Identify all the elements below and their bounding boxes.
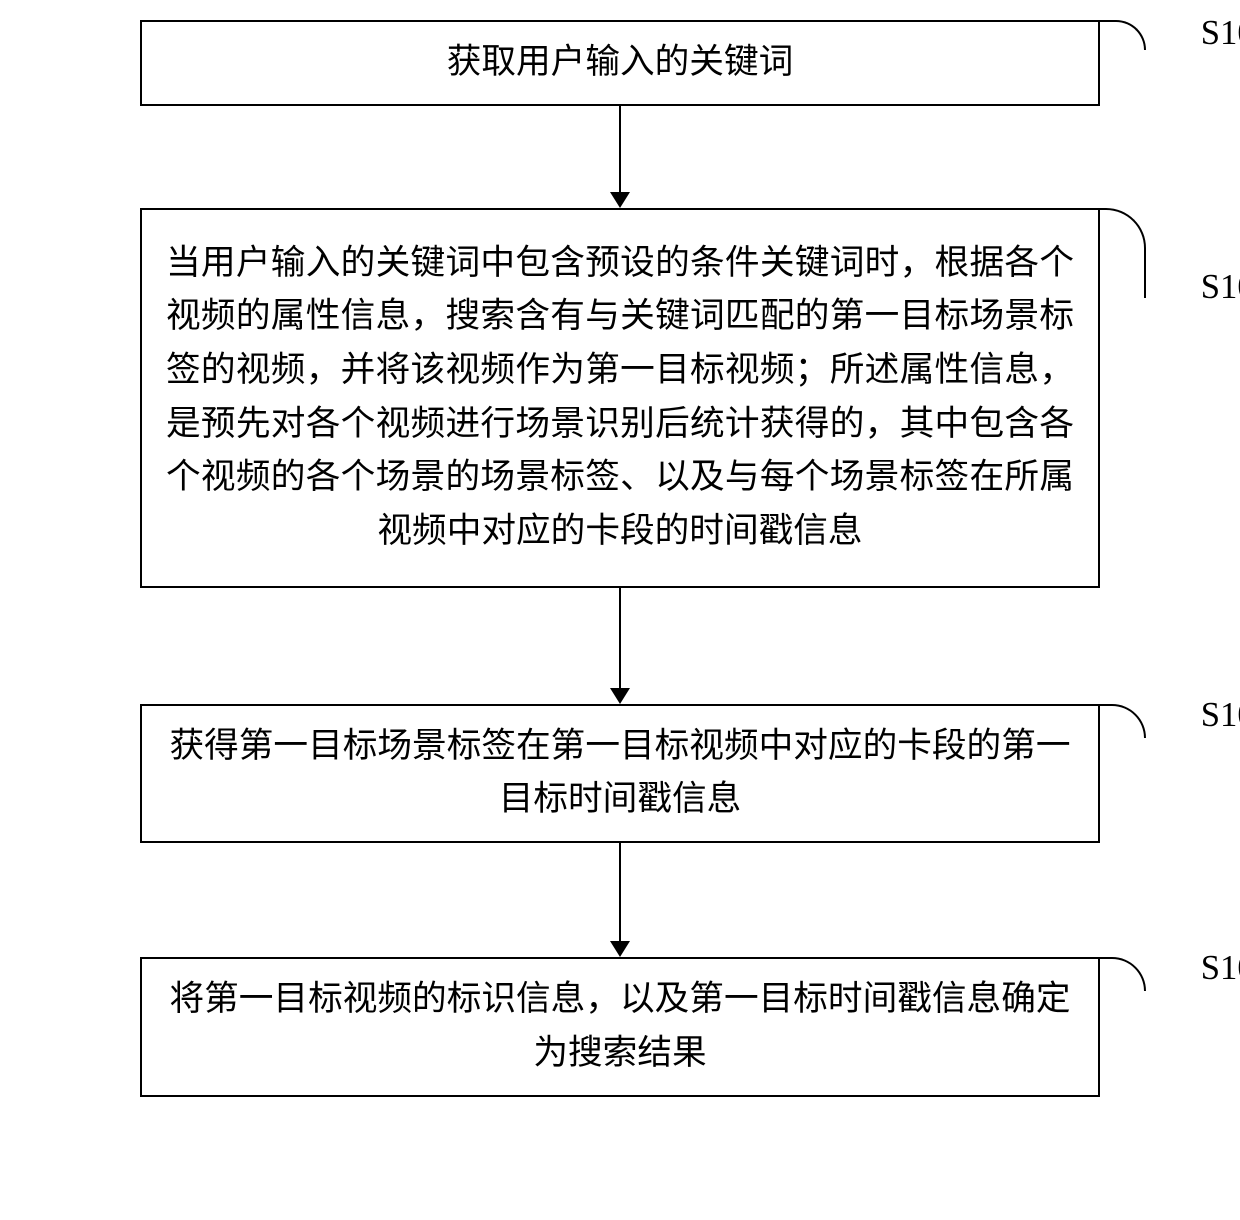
flow-arrow	[610, 106, 630, 208]
flow-node-wrapper: 获得第一目标场景标签在第一目标视频中对应的卡段的第一目标时间戳信息 S103	[60, 704, 1180, 843]
flow-node-s102: 当用户输入的关键词中包含预设的条件关键词时，根据各个视频的属性信息，搜索含有与关…	[140, 208, 1100, 588]
flow-node-text: 获得第一目标场景标签在第一目标视频中对应的卡段的第一目标时间戳信息	[166, 720, 1074, 827]
flow-node-text: 将第一目标视频的标识信息，以及第一目标时间戳信息确定为搜索结果	[166, 973, 1074, 1080]
flow-node-s104: 将第一目标视频的标识信息，以及第一目标时间戳信息确定为搜索结果	[140, 957, 1100, 1096]
label-connector	[1100, 704, 1146, 738]
arrow-head-icon	[610, 192, 630, 208]
flow-arrow	[610, 843, 630, 957]
flow-node-label: S102	[1201, 268, 1240, 307]
arrow-line	[619, 843, 621, 941]
arrow-head-icon	[610, 688, 630, 704]
arrow-line	[619, 106, 621, 192]
flow-node-wrapper: 获取用户输入的关键词 S101	[60, 20, 1180, 106]
flow-node-wrapper: 当用户输入的关键词中包含预设的条件关键词时，根据各个视频的属性信息，搜索含有与关…	[60, 208, 1180, 588]
flow-node-label: S103	[1201, 696, 1240, 735]
arrow-line	[619, 588, 621, 688]
flow-node-s101: 获取用户输入的关键词	[140, 20, 1100, 106]
flow-node-label: S101	[1201, 14, 1240, 53]
arrow-head-icon	[610, 941, 630, 957]
flow-node-text: 获取用户输入的关键词	[447, 36, 794, 90]
flow-node-label: S104	[1201, 949, 1240, 988]
flow-node-wrapper: 将第一目标视频的标识信息，以及第一目标时间戳信息确定为搜索结果 S104	[60, 957, 1180, 1096]
label-connector	[1100, 208, 1146, 298]
flowchart-container: 获取用户输入的关键词 S101 当用户输入的关键词中包含预设的条件关键词时，根据…	[60, 20, 1180, 1097]
flow-node-s103: 获得第一目标场景标签在第一目标视频中对应的卡段的第一目标时间戳信息	[140, 704, 1100, 843]
flow-node-text: 当用户输入的关键词中包含预设的条件关键词时，根据各个视频的属性信息，搜索含有与关…	[166, 237, 1074, 559]
label-connector	[1100, 20, 1146, 50]
label-connector	[1100, 957, 1146, 991]
flow-arrow	[610, 588, 630, 704]
